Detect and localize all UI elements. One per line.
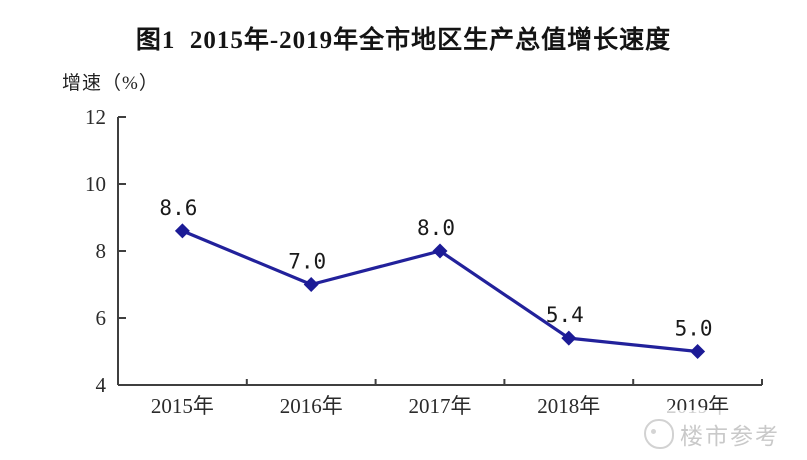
y-tick-label: 4	[96, 373, 107, 397]
data-point-marker	[690, 344, 706, 359]
data-point-marker	[561, 330, 577, 346]
data-point-label: 8.0	[417, 216, 455, 240]
data-point-label: 7.0	[288, 250, 326, 274]
watermark: 楼市参考	[644, 410, 807, 458]
data-point-marker	[303, 277, 319, 292]
x-tick-label: 2015年	[151, 394, 214, 418]
y-tick-label: 10	[85, 172, 106, 196]
y-tick-label: 6	[96, 306, 107, 330]
y-tick-label: 8	[96, 239, 107, 263]
chart-title: 图1 2015年-2019年全市地区生产总值增长速度	[135, 27, 672, 54]
data-point-marker	[174, 223, 190, 239]
y-axis-title: 增速（%）	[62, 73, 159, 94]
x-tick-label: 2016年	[280, 394, 343, 418]
data-point-label: 8.6	[159, 196, 197, 220]
y-tick-label: 12	[85, 105, 106, 129]
watermark-text: 楼市参考	[680, 424, 780, 449]
data-point-marker	[432, 243, 448, 259]
data-point-label: 5.4	[546, 303, 584, 327]
data-point-label: 5.0	[675, 317, 713, 341]
x-tick-label: 2017年	[409, 394, 472, 418]
property-logo-icon	[644, 419, 674, 449]
x-tick-label: 2018年	[537, 394, 600, 418]
